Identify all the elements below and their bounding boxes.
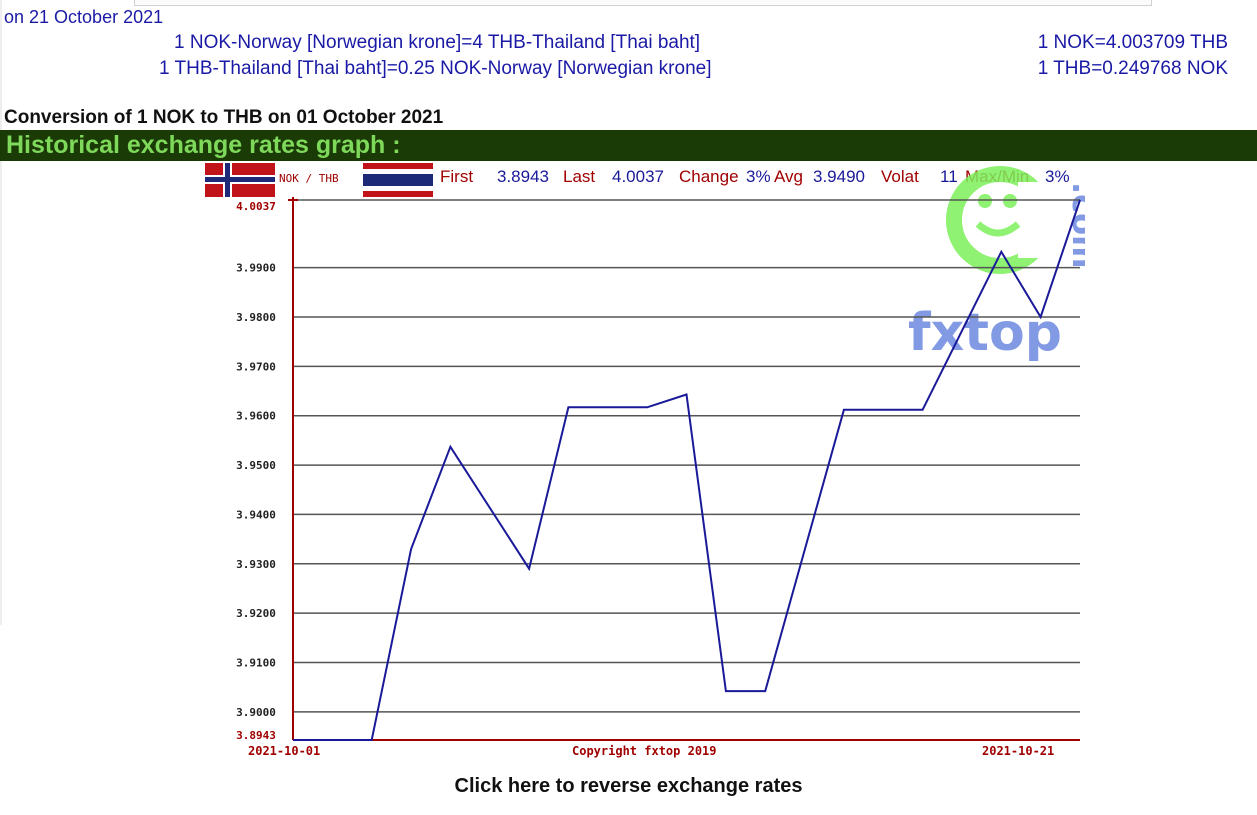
- date-line: on 21 October 2021: [4, 7, 164, 27]
- history-title: Historical exchange rates graph :: [6, 131, 401, 159]
- stat-change-label: Change: [679, 167, 739, 186]
- y-tick-label: 3.9600: [236, 410, 276, 423]
- smiley-mouth: [975, 221, 1021, 237]
- watermark-text: fxtop: [908, 303, 1062, 363]
- rate-value-nok: 1 NOK=4.003709 THB: [1037, 32, 1228, 53]
- x-start-label: 2021-10-01: [248, 744, 320, 758]
- y-tick-label: 3.8943: [236, 729, 276, 742]
- exchange-rate-chart: NOK / THB First 3.8943 Last 4.0037 Chang…: [205, 163, 1085, 758]
- x-end-label: 2021-10-21: [982, 744, 1054, 758]
- top-box: [134, 0, 1152, 6]
- conversion-title: Conversion of 1 NOK to THB on 01 October…: [4, 107, 444, 128]
- smiley-ring-gap: [1018, 182, 1070, 258]
- y-tick-labels: 3.8943 3.9000 3.9100 3.9200 3.9300 3.9400 3.95…: [236, 200, 276, 742]
- stat-volat-label: Volat: [881, 167, 919, 186]
- stat-first-value: 3.8943: [497, 167, 549, 186]
- stat-change-value: 3%: [746, 167, 771, 186]
- series-line-nok-thb: [293, 199, 1081, 741]
- rate-value-thb: 1 THB=0.249768 NOK: [1037, 58, 1228, 79]
- stat-volat-value: 11: [940, 167, 958, 186]
- norway-flag-cross-h-blue: [205, 177, 275, 182]
- gridlines: [293, 199, 1080, 713]
- watermark-suffix: .com: [1065, 182, 1085, 268]
- stat-last-value: 4.0037: [612, 167, 664, 186]
- fxtop-watermark-logo: fxtop .com: [908, 166, 1085, 363]
- rate-line-nok-thb[interactable]: 1 NOK-Norway [Norwegian krone]=4 THB-Tha…: [174, 32, 701, 53]
- smiley-eye-left: [978, 194, 992, 208]
- copyright-label: Copyright fxtop 2019: [572, 744, 717, 758]
- y-tick-label: 3.9900: [236, 262, 276, 275]
- y-tick-label: 3.9200: [236, 607, 276, 620]
- stat-avg-label: Avg: [774, 167, 803, 186]
- y-tick-label: 3.9800: [236, 311, 276, 324]
- stat-first-label: First: [440, 167, 473, 186]
- stat-maxmin-value: 3%: [1045, 167, 1070, 186]
- y-tick-label: 3.9100: [236, 657, 276, 670]
- left-border: [0, 0, 2, 625]
- y-tick-label: 3.9700: [236, 360, 276, 373]
- y-tick-label: 3.9000: [236, 706, 276, 719]
- y-tick-label: 4.0037: [236, 200, 276, 213]
- stat-last-label: Last: [563, 167, 595, 186]
- pair-label: NOK / THB: [279, 172, 339, 185]
- history-bar: Historical exchange rates graph :: [0, 130, 1257, 161]
- stat-avg-value: 3.9490: [813, 167, 865, 186]
- y-tick-label: 3.9400: [236, 508, 276, 521]
- thailand-flag-icon: [363, 163, 433, 197]
- y-tick-label: 3.9300: [236, 558, 276, 571]
- rate-line-thb-nok[interactable]: 1 THB-Thailand [Thai baht]=0.25 NOK-Norw…: [159, 58, 712, 79]
- reverse-rates-link[interactable]: Click here to reverse exchange rates: [454, 775, 803, 797]
- y-tick-label: 3.9500: [236, 459, 276, 472]
- smiley-eye-right: [1003, 194, 1017, 208]
